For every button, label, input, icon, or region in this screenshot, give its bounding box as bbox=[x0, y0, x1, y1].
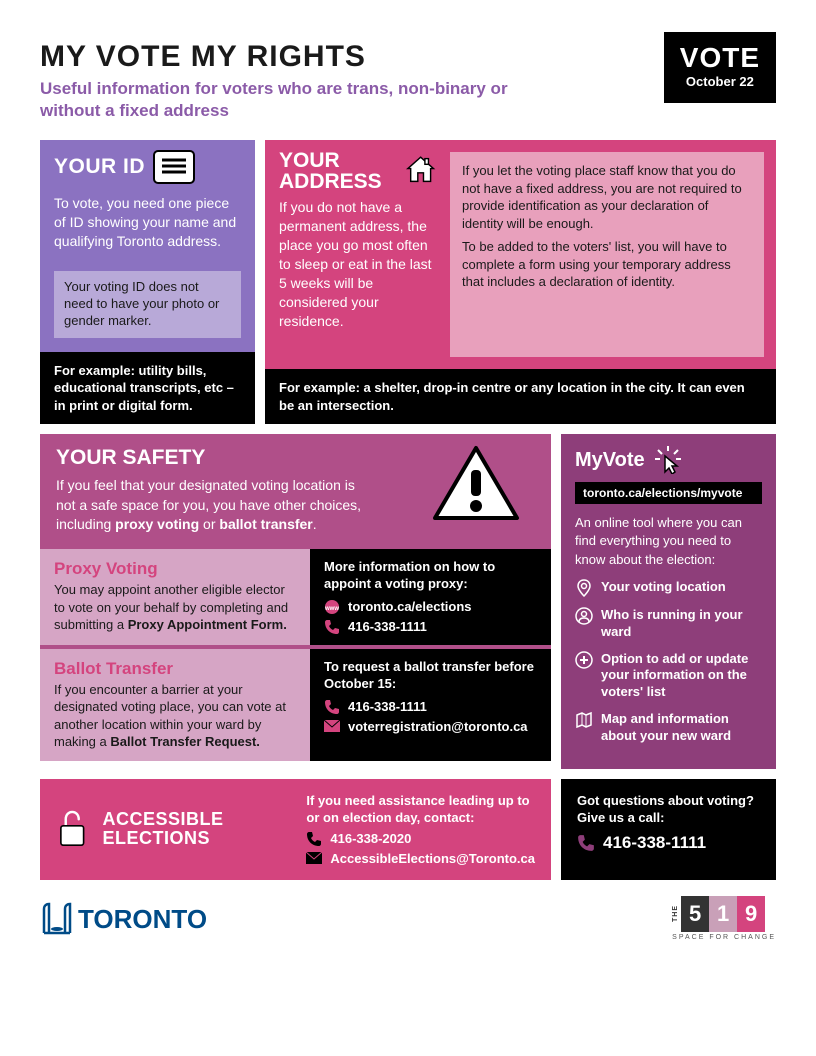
phone-icon bbox=[577, 834, 595, 852]
myvote-item-map: Map and information about your new ward bbox=[575, 711, 762, 745]
accessible-phone: 416-338-2020 bbox=[306, 831, 535, 847]
accessible-email: AccessibleElections@Toronto.ca bbox=[306, 851, 535, 866]
plus-circle-icon bbox=[575, 651, 593, 669]
myvote-section: MyVote toronto.ca/elections/myvote An on… bbox=[561, 434, 776, 769]
ballot-lead: To request a ballot transfer before Octo… bbox=[324, 659, 537, 693]
person-icon bbox=[575, 607, 593, 625]
pin-icon bbox=[575, 579, 593, 597]
your-address-heading: YOUR ADDRESS bbox=[279, 150, 399, 192]
phone-icon bbox=[324, 619, 340, 635]
myvote-list: Your voting location Who is running in y… bbox=[575, 579, 762, 745]
email-icon bbox=[306, 852, 322, 864]
ballot-phone: 416-338-1111 bbox=[324, 699, 537, 715]
call-text: Got questions about voting? Give us a ca… bbox=[577, 793, 760, 827]
accessible-title: ACCESSIBLE ELECTIONS bbox=[102, 810, 292, 850]
svg-text:www: www bbox=[324, 606, 339, 612]
safety-intro: If you feel that your designated voting … bbox=[56, 476, 376, 535]
footer: TORONTO THE 5 1 9 SPACE FOR CHANGE bbox=[40, 896, 776, 941]
phone-icon bbox=[324, 699, 340, 715]
padlock-open-icon bbox=[56, 805, 88, 853]
page-subtitle: Useful information for voters who are tr… bbox=[40, 78, 540, 122]
your-address-info: If you let the voting place staff know t… bbox=[450, 152, 764, 357]
house-icon bbox=[405, 150, 436, 190]
myvote-intro: An online tool where you can find everyt… bbox=[575, 514, 762, 569]
proxy-body: You may appoint another eligible elector… bbox=[54, 581, 296, 634]
toronto-cityhall-icon bbox=[40, 901, 74, 935]
ballot-title: Ballot Transfer bbox=[54, 659, 296, 679]
questions-call-section: Got questions about voting? Give us a ca… bbox=[561, 779, 776, 880]
cursor-click-icon bbox=[653, 446, 683, 474]
accessible-elections-section: ACCESSIBLE ELECTIONS If you need assista… bbox=[40, 779, 551, 880]
proxy-lead: More information on how to appoint a vot… bbox=[324, 559, 537, 593]
myvote-item-candidates: Who is running in your ward bbox=[575, 607, 762, 641]
your-address-footer: For example: a shelter, drop-in centre o… bbox=[265, 369, 776, 424]
address-info-p1: If you let the voting place staff know t… bbox=[462, 162, 752, 232]
myvote-item-location: Your voting location bbox=[575, 579, 762, 597]
address-info-p2: To be added to the voters' list, you wil… bbox=[462, 238, 752, 291]
id-card-icon bbox=[153, 150, 195, 184]
proxy-voting-row: Proxy Voting You may appoint another eli… bbox=[40, 549, 551, 645]
call-phone: 416-338-1111 bbox=[577, 833, 760, 853]
your-id-footer: For example: utility bills, educational … bbox=[40, 352, 255, 425]
your-address-body: If you do not have a permanent address, … bbox=[279, 198, 436, 330]
your-id-body: To vote, you need one piece of ID showin… bbox=[40, 190, 255, 263]
myvote-url: toronto.ca/elections/myvote bbox=[575, 482, 762, 504]
ballot-transfer-row: Ballot Transfer If you encounter a barri… bbox=[40, 649, 551, 761]
ballot-email: voterregistration@toronto.ca bbox=[324, 719, 537, 734]
your-id-section: YOUR ID To vote, you need one piece of I… bbox=[40, 140, 255, 424]
your-id-heading: YOUR ID bbox=[54, 155, 145, 179]
proxy-phone: 416-338-1111 bbox=[324, 619, 537, 635]
phone-icon bbox=[306, 831, 322, 847]
your-address-section: YOUR ADDRESS If you do not have a perman… bbox=[265, 140, 776, 424]
vote-badge: VOTE October 22 bbox=[664, 32, 776, 103]
header: MY VOTE MY RIGHTS Useful information for… bbox=[40, 40, 776, 122]
myvote-item-update: Option to add or update your information… bbox=[575, 651, 762, 702]
vote-badge-big: VOTE bbox=[680, 42, 760, 74]
accessible-lead: If you need assistance leading up to or … bbox=[306, 793, 535, 827]
map-icon bbox=[575, 711, 593, 729]
vote-badge-date: October 22 bbox=[680, 74, 760, 89]
your-safety-section: YOUR SAFETY If you feel that your design… bbox=[40, 434, 551, 769]
the519-logo: THE 5 1 9 SPACE FOR CHANGE bbox=[672, 896, 776, 941]
email-icon bbox=[324, 720, 340, 732]
warning-icon bbox=[431, 444, 521, 524]
your-id-note: Your voting ID does not need to have you… bbox=[54, 271, 241, 338]
proxy-title: Proxy Voting bbox=[54, 559, 296, 579]
myvote-heading: MyVote bbox=[575, 449, 645, 472]
globe-icon: www bbox=[324, 599, 340, 615]
proxy-web: www toronto.ca/elections bbox=[324, 599, 537, 615]
toronto-logo: TORONTO bbox=[40, 901, 207, 935]
ballot-body: If you encounter a barrier at your desig… bbox=[54, 681, 296, 751]
